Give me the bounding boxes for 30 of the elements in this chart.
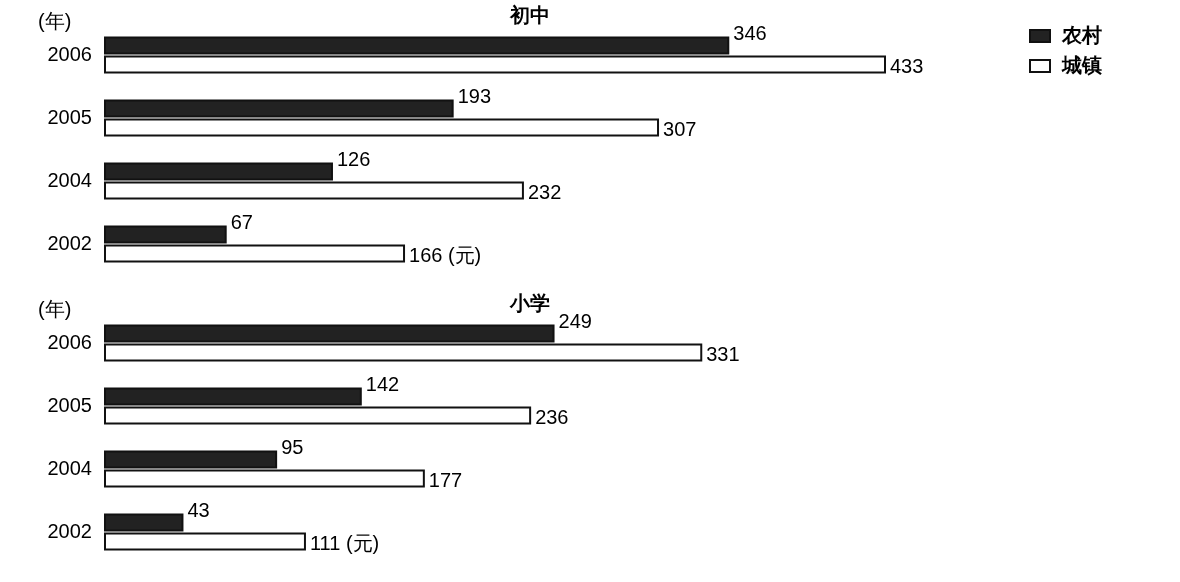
legend-label: 农村 bbox=[1061, 24, 1102, 46]
y-tick-label: 2002 bbox=[47, 232, 92, 254]
data-label: 142 bbox=[365, 372, 400, 395]
data-label: 126 bbox=[336, 147, 371, 170]
y-tick-label: 2005 bbox=[47, 106, 92, 128]
y-tick-label: 2005 bbox=[47, 394, 92, 416]
data-label: 307 bbox=[663, 117, 697, 140]
data-label: 166 (元) bbox=[409, 243, 482, 266]
y-tick-label: 2004 bbox=[47, 457, 92, 479]
y-tick-label: 2006 bbox=[47, 43, 92, 65]
data-label: 433 bbox=[890, 54, 924, 77]
data-label: 331 bbox=[706, 342, 740, 365]
data-label: 43 bbox=[187, 498, 210, 521]
legend-label: 城镇 bbox=[1061, 54, 1102, 76]
data-label: 67 bbox=[230, 210, 253, 233]
chart-title: 初中 bbox=[509, 4, 550, 26]
data-label: 111 (元) bbox=[309, 531, 380, 554]
data-label: 177 bbox=[428, 468, 463, 491]
data-label: 232 bbox=[527, 180, 562, 203]
y-tick-label: 2002 bbox=[47, 520, 92, 542]
chart-title: 小学 bbox=[509, 292, 550, 314]
data-label: 249 bbox=[558, 309, 592, 332]
data-label: 95 bbox=[281, 435, 304, 458]
data-label: 193 bbox=[457, 84, 492, 107]
data-label: 236 bbox=[535, 405, 569, 428]
y-axis-title: (年) bbox=[38, 10, 72, 32]
data-label: 346 bbox=[733, 21, 767, 44]
y-tick-label: 2004 bbox=[47, 169, 92, 191]
y-tick-label: 2006 bbox=[47, 331, 92, 353]
y-axis-title: (年) bbox=[38, 298, 72, 320]
